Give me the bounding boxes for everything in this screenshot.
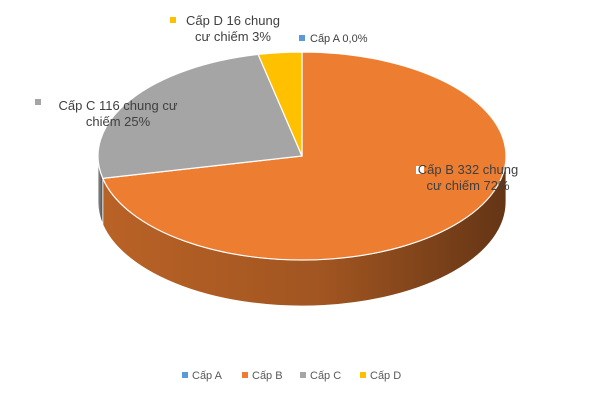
legend-label: Cấp B xyxy=(252,370,283,382)
pie-slice-cap-b xyxy=(101,51,507,261)
legend-label: Cấp C xyxy=(310,370,341,382)
legend-item-cap-c: Cấp C xyxy=(300,370,341,382)
data-label-line: Cấp C 116 chung cư xyxy=(58,98,177,113)
legend-swatch xyxy=(300,372,306,378)
data-label-line: chiếm 25% xyxy=(86,114,151,129)
legend-label: Cấp D xyxy=(370,370,401,382)
legend-swatch xyxy=(360,372,366,378)
data-label-marker xyxy=(35,99,41,105)
legend-swatch xyxy=(182,372,188,378)
data-label-cap-a: Cấp A 0,0% xyxy=(299,33,368,45)
pie-slices xyxy=(97,51,507,307)
legend-label: Cấp A xyxy=(192,370,223,382)
data-label-marker xyxy=(414,164,426,176)
pie-slice-cap-d xyxy=(257,51,303,157)
data-label-marker xyxy=(170,17,176,23)
pie-slice-cap-c xyxy=(97,53,303,180)
data-label-marker xyxy=(299,35,305,41)
legend-swatch xyxy=(242,372,248,378)
legend-item-cap-b: Cấp B xyxy=(242,370,283,382)
data-label-line: Cấp B 332 chung xyxy=(418,162,518,177)
data-label-line: Cấp A 0,0% xyxy=(310,33,368,45)
legend-item-cap-a: Cấp A xyxy=(182,370,223,382)
data-label-line: Cấp D 16 chung xyxy=(186,13,280,28)
legend: Cấp A Cấp B Cấp C Cấp D xyxy=(182,370,401,382)
legend-item-cap-d: Cấp D xyxy=(360,370,401,382)
data-label-line: cư chiếm 3% xyxy=(195,29,271,44)
data-label-line: cư chiếm 72% xyxy=(426,178,510,193)
